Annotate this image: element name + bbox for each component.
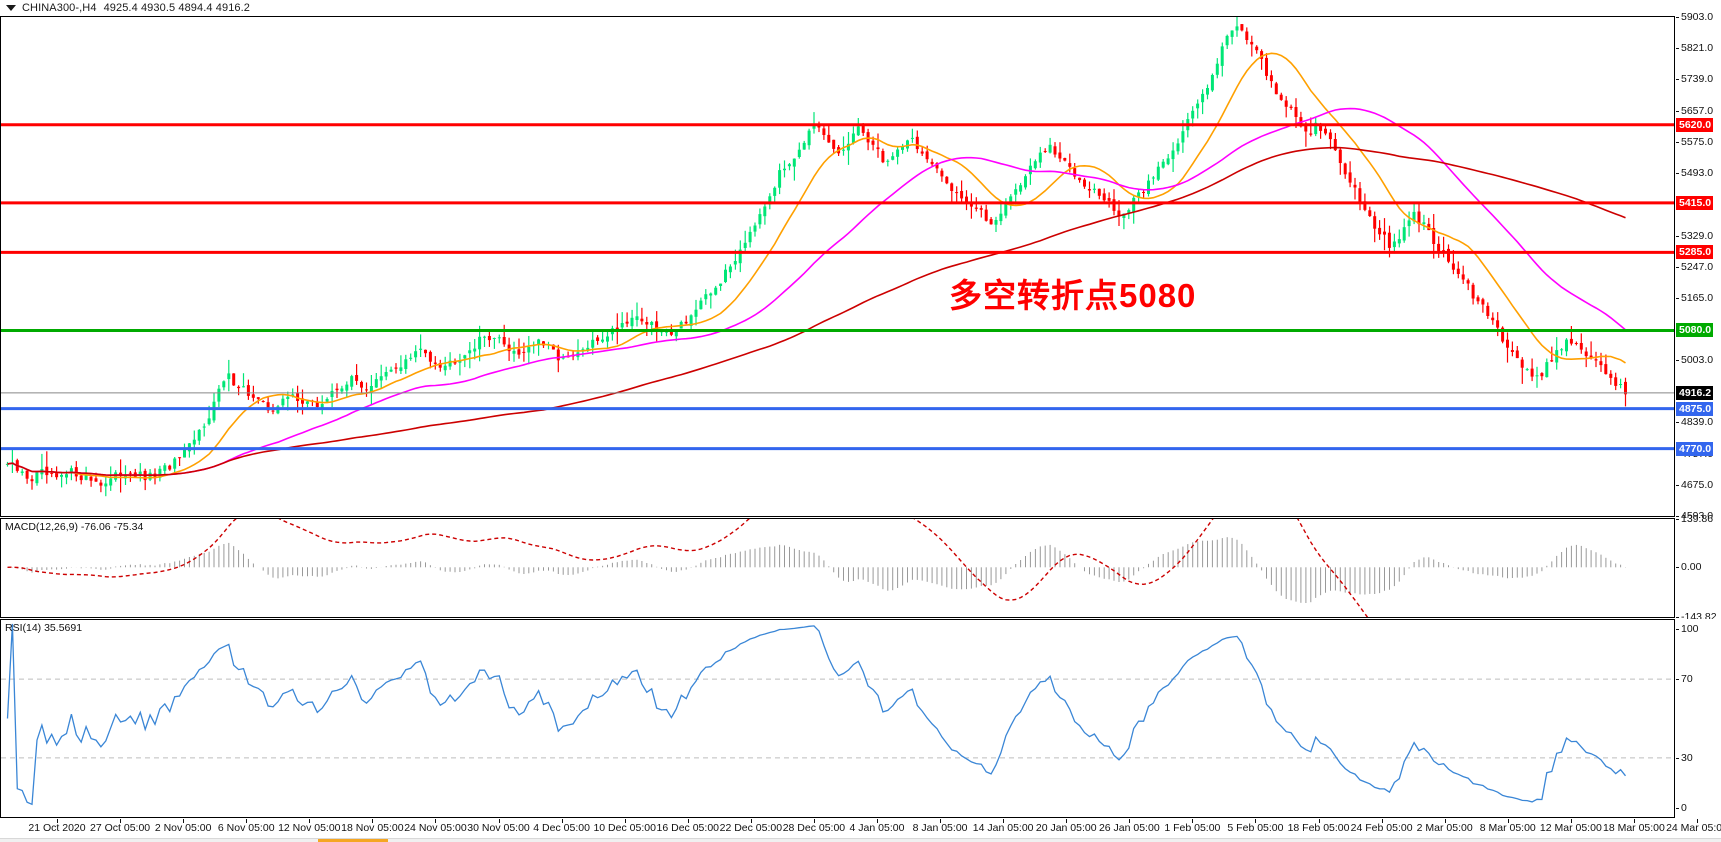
time-axis-label: 24 Mar 05:00 [1666, 822, 1721, 834]
rsi-tick-label: 100 [1676, 623, 1699, 635]
price-level-badge-pivot-5080[interactable]: 5080.0 [1676, 323, 1714, 338]
time-axis-tick [57, 819, 58, 823]
rsi-axis-scale[interactable]: 100 70 30 0 [1676, 619, 1721, 818]
time-axis-tick [1066, 819, 1068, 823]
chart-header: CHINA300-,H4 4925.4 4930.5 4894.4 4916.2 [0, 0, 1721, 16]
time-axis-tick [120, 819, 122, 823]
time-axis-label: 10 Dec 05:00 [593, 822, 656, 834]
price-level-badge-support-4770[interactable]: 4770.0 [1676, 441, 1714, 456]
time-axis-tick [877, 819, 878, 823]
time-axis[interactable]: 21 Oct 2020 27 Oct 05:00 2 Nov 05:00 6 Nov … [0, 819, 1721, 842]
rsi-tick-label: 70 [1676, 673, 1693, 685]
time-axis-label: 26 Jan 05:00 [1098, 822, 1160, 834]
price-level-badge-resistance-5620[interactable]: 5620.0 [1676, 117, 1714, 132]
time-axis-tick [1003, 819, 1005, 823]
time-axis-label: 24 Feb 05:00 [1350, 822, 1413, 834]
price-chart-canvas [1, 17, 1674, 497]
time-axis-tick [1192, 819, 1194, 823]
macd-axis-scale[interactable]: 139.86 0.00 -143.82 [1676, 513, 1721, 623]
time-axis-tick [561, 819, 563, 823]
price-tick-label: 5657.0 [1676, 105, 1713, 117]
macd-tick-label: 139.86 [1676, 513, 1713, 525]
time-axis-tick [1381, 819, 1383, 823]
time-axis-label: 2 Nov 05:00 [154, 822, 212, 834]
time-axis-tick [687, 819, 689, 823]
time-axis-label: 6 Nov 05:00 [217, 822, 275, 834]
time-axis-tick [498, 819, 500, 823]
rsi-indicator-panel[interactable]: RSI(14) 35.5691 [0, 619, 1675, 818]
ohlc-values: 4925.4 4930.5 4894.4 4916.2 [103, 2, 251, 14]
time-axis-tick [1444, 819, 1446, 823]
time-axis-tick [183, 819, 185, 823]
price-chart-panel[interactable]: 多空转折点5080 [0, 16, 1675, 517]
price-axis-scale[interactable]: 5903.0 5821.0 5739.0 5657.0 5575.0 5493.0 5329… [1676, 11, 1721, 522]
price-tick-label: 4675.0 [1676, 479, 1713, 491]
price-level-badge-resistance-5285[interactable]: 5285.0 [1676, 245, 1714, 260]
taskbar-accent [318, 839, 388, 842]
macd-tick-label: 0.00 [1676, 561, 1701, 573]
macd-chart-canvas [7, 519, 1626, 617]
symbol-label: CHINA300-,H4 [22, 2, 97, 14]
price-level-badge-support-4875[interactable]: 4875.0 [1676, 401, 1714, 416]
time-axis-label: 2 Mar 05:00 [1416, 822, 1473, 834]
current-price-badge[interactable]: 4916.2 [1676, 385, 1714, 400]
time-axis-tick [624, 819, 626, 823]
price-tick-label: 5329.0 [1676, 230, 1713, 242]
rsi-tick-label: 30 [1676, 752, 1693, 764]
time-axis-label: 18 Feb 05:00 [1287, 822, 1350, 834]
price-tick-label: 5903.0 [1676, 11, 1713, 23]
taskbar-strip [0, 838, 1721, 842]
time-axis-label: 27 Oct 05:00 [90, 822, 151, 834]
macd-indicator-panel[interactable]: MACD(12,26,9) -76.06 -75.34 [0, 518, 1675, 618]
time-axis-label: 12 Nov 05:00 [278, 822, 341, 834]
time-axis-label: 12 Mar 05:00 [1539, 822, 1602, 834]
time-axis-label: 22 Dec 05:00 [719, 822, 783, 834]
price-tick-label: 5821.0 [1676, 42, 1713, 54]
time-axis-tick [1633, 819, 1635, 823]
price-tick-label: 5739.0 [1676, 73, 1713, 85]
time-axis-tick [940, 819, 942, 823]
time-axis-tick [1318, 819, 1320, 823]
time-axis-tick [309, 819, 311, 823]
time-axis-tick [1697, 819, 1698, 823]
time-axis-label: 4 Dec 05:00 [533, 822, 590, 834]
time-axis-label: 24 Nov 05:00 [404, 822, 467, 834]
rsi-chart-canvas [1, 623, 1674, 806]
time-axis-tick [1570, 819, 1572, 823]
price-level-badge-resistance-5415[interactable]: 5415.0 [1676, 195, 1714, 210]
time-axis-label: 8 Jan 05:00 [912, 822, 968, 834]
time-axis-label: 21 Oct 2020 [28, 822, 86, 834]
price-tick-label: 5247.0 [1676, 261, 1713, 273]
time-axis-tick [435, 819, 437, 823]
price-tick-label: 5165.0 [1676, 292, 1713, 304]
price-tick-label: 5575.0 [1676, 136, 1713, 148]
price-tick-label: 5493.0 [1676, 167, 1713, 179]
time-axis-tick [372, 819, 374, 823]
time-axis-label: 28 Dec 05:00 [782, 822, 846, 834]
time-axis-label: 16 Dec 05:00 [656, 822, 719, 834]
time-axis-label: 5 Feb 05:00 [1227, 822, 1284, 834]
time-axis-tick [246, 819, 248, 823]
time-axis-label: 1 Feb 05:00 [1164, 822, 1221, 834]
time-axis-label: 14 Jan 05:00 [972, 822, 1034, 834]
price-tick-label: 5003.0 [1676, 354, 1713, 366]
time-axis-tick [1507, 819, 1509, 823]
time-axis-tick [750, 819, 752, 823]
time-axis-tick [1255, 819, 1257, 823]
rsi-tick-label: 0 [1676, 802, 1687, 814]
time-axis-tick [1129, 819, 1131, 823]
triangle-down-icon[interactable] [6, 5, 16, 11]
time-axis-label: 18 Nov 05:00 [341, 822, 404, 834]
time-axis-label: 20 Jan 05:00 [1035, 822, 1097, 834]
time-axis-label: 18 Mar 05:00 [1602, 822, 1665, 834]
price-tick-label: 4839.0 [1676, 416, 1713, 428]
time-axis-tick [813, 819, 815, 823]
time-axis-label: 8 Mar 05:00 [1479, 822, 1536, 834]
time-axis-label: 4 Jan 05:00 [849, 822, 905, 834]
time-axis-label: 30 Nov 05:00 [467, 822, 530, 834]
